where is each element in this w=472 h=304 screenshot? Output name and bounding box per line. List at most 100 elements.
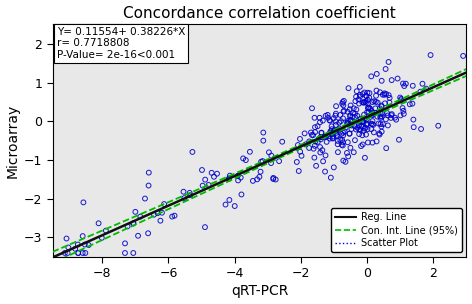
Point <box>365 109 372 114</box>
Point <box>360 120 367 125</box>
Point <box>329 136 337 141</box>
Point <box>373 71 380 76</box>
Point <box>417 126 425 131</box>
Point <box>422 86 430 91</box>
Point <box>256 174 263 179</box>
Point <box>344 120 351 125</box>
Point <box>270 177 277 181</box>
Point <box>379 111 387 116</box>
Point <box>359 92 366 96</box>
Point <box>399 105 406 110</box>
Point <box>353 127 360 132</box>
Point <box>400 84 408 88</box>
Point <box>385 93 392 98</box>
Point <box>346 131 353 136</box>
Point <box>371 106 379 111</box>
Point <box>351 138 359 143</box>
Point <box>369 140 376 145</box>
Point <box>333 133 341 137</box>
Point <box>375 131 383 136</box>
Point <box>345 154 352 159</box>
Point <box>307 130 315 135</box>
Point <box>82 250 89 255</box>
Point <box>260 138 267 143</box>
Point <box>320 159 327 164</box>
Point <box>169 214 176 219</box>
Point <box>363 110 371 115</box>
Point <box>329 131 336 136</box>
Point <box>327 175 335 180</box>
Point <box>410 125 417 130</box>
Point <box>346 114 354 119</box>
Point <box>312 130 319 134</box>
Point <box>305 139 313 144</box>
Point <box>186 193 194 198</box>
Point <box>355 132 363 136</box>
Point <box>145 183 152 188</box>
Point <box>331 129 338 133</box>
Point <box>396 95 404 100</box>
Point <box>319 148 326 153</box>
Point <box>382 117 390 122</box>
Legend: Reg. Line, Con. Int. Line (95%), Scatter Plot: Reg. Line, Con. Int. Line (95%), Scatter… <box>331 208 462 252</box>
Point <box>338 137 346 142</box>
Point <box>360 128 367 133</box>
Point <box>85 243 93 247</box>
Point <box>368 112 376 117</box>
Point <box>298 154 305 158</box>
Point <box>395 137 403 142</box>
Point <box>346 119 354 123</box>
Point <box>345 86 352 91</box>
Point <box>362 132 370 137</box>
Point <box>186 190 194 195</box>
Point <box>340 98 348 103</box>
Point <box>364 105 372 110</box>
Point <box>381 92 388 97</box>
Point <box>371 99 378 104</box>
Point <box>318 130 325 135</box>
Point <box>157 218 164 223</box>
Point <box>311 125 319 130</box>
Point <box>328 124 336 129</box>
Point <box>368 127 375 132</box>
Point <box>79 234 86 239</box>
Point <box>399 81 407 86</box>
Point <box>171 213 178 218</box>
Point <box>330 128 338 133</box>
Point <box>202 177 209 182</box>
Point <box>326 130 334 135</box>
Point <box>308 133 316 137</box>
Point <box>325 134 333 139</box>
Point <box>349 114 356 119</box>
Point <box>339 116 347 121</box>
Point <box>350 150 357 155</box>
Point <box>208 170 215 175</box>
Point <box>346 145 354 150</box>
Point <box>386 95 393 100</box>
Point <box>268 153 275 158</box>
Point <box>339 100 346 105</box>
Point <box>319 118 327 123</box>
Point <box>400 109 407 113</box>
Point <box>378 129 386 134</box>
Point <box>379 92 387 97</box>
Point <box>330 116 337 121</box>
Point <box>397 98 405 103</box>
Point <box>293 160 301 164</box>
Point <box>354 113 361 118</box>
Point <box>124 224 131 229</box>
Point <box>372 93 380 98</box>
Point <box>317 150 324 155</box>
Point <box>382 67 389 71</box>
Point <box>270 175 277 180</box>
Point <box>360 100 368 105</box>
Point <box>377 112 385 116</box>
Point <box>362 125 369 130</box>
Point <box>201 225 209 230</box>
Point <box>75 250 82 255</box>
Point <box>308 106 316 111</box>
Point <box>253 177 261 182</box>
Point <box>365 105 373 110</box>
Point <box>98 235 106 240</box>
Point <box>361 99 369 104</box>
